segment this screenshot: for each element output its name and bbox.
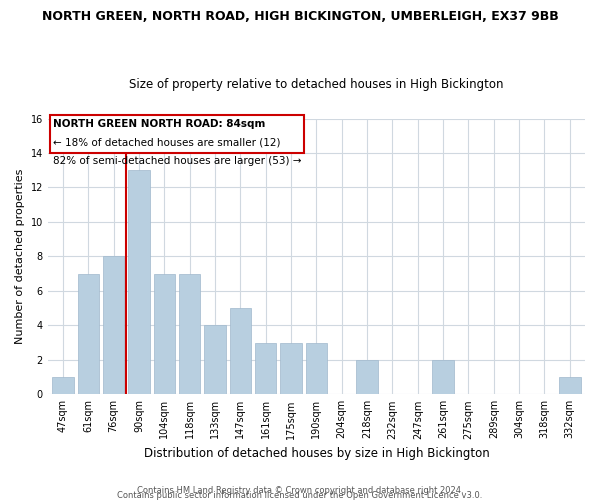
Text: Contains public sector information licensed under the Open Government Licence v3: Contains public sector information licen… bbox=[118, 490, 482, 500]
Text: NORTH GREEN NORTH ROAD: 84sqm: NORTH GREEN NORTH ROAD: 84sqm bbox=[53, 120, 265, 130]
Text: 82% of semi-detached houses are larger (53) →: 82% of semi-detached houses are larger (… bbox=[53, 156, 301, 166]
Bar bbox=[128, 170, 150, 394]
Bar bbox=[204, 326, 226, 394]
Bar bbox=[77, 274, 99, 394]
Bar bbox=[305, 342, 327, 394]
Bar bbox=[52, 377, 74, 394]
X-axis label: Distribution of detached houses by size in High Bickington: Distribution of detached houses by size … bbox=[143, 447, 489, 460]
Bar bbox=[103, 256, 124, 394]
Text: Contains HM Land Registry data © Crown copyright and database right 2024.: Contains HM Land Registry data © Crown c… bbox=[137, 486, 463, 495]
Bar bbox=[559, 377, 581, 394]
Title: Size of property relative to detached houses in High Bickington: Size of property relative to detached ho… bbox=[129, 78, 503, 91]
Bar bbox=[280, 342, 302, 394]
Bar bbox=[154, 274, 175, 394]
Text: ← 18% of detached houses are smaller (12): ← 18% of detached houses are smaller (12… bbox=[53, 138, 280, 147]
Bar bbox=[356, 360, 378, 394]
Bar bbox=[255, 342, 277, 394]
Text: NORTH GREEN, NORTH ROAD, HIGH BICKINGTON, UMBERLEIGH, EX37 9BB: NORTH GREEN, NORTH ROAD, HIGH BICKINGTON… bbox=[41, 10, 559, 23]
Bar bbox=[50, 115, 304, 153]
Y-axis label: Number of detached properties: Number of detached properties bbox=[15, 168, 25, 344]
Bar bbox=[230, 308, 251, 394]
Bar bbox=[179, 274, 200, 394]
Bar bbox=[433, 360, 454, 394]
